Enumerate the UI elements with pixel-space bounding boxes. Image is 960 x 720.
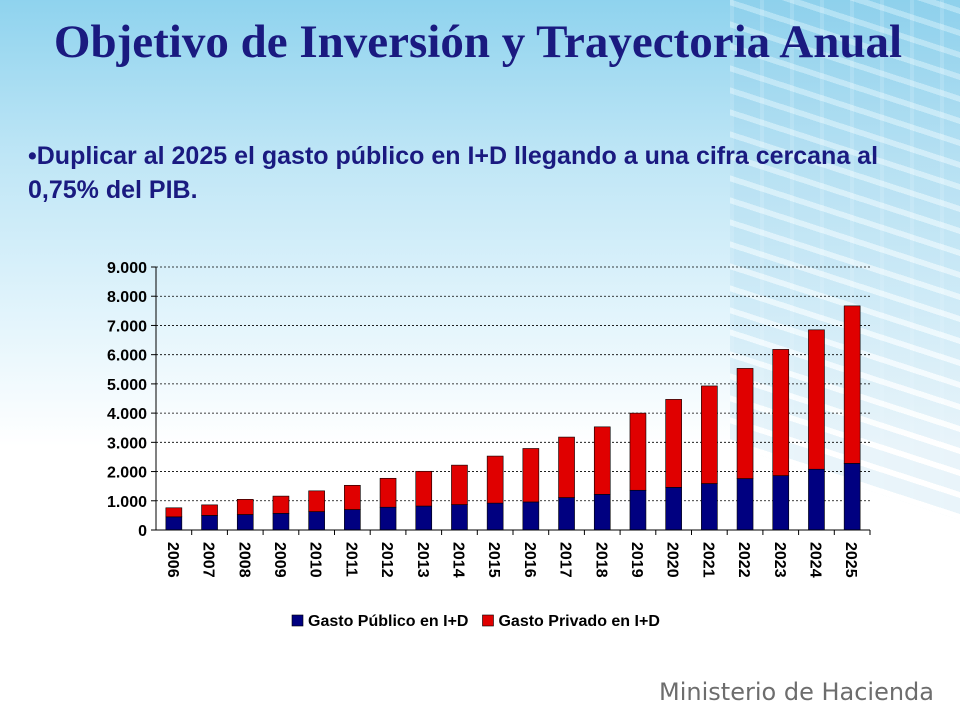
slide-title: Objetivo de Inversión y Trayectoria Anua…: [53, 16, 903, 68]
x-tick-label: 2011: [342, 542, 359, 577]
y-tick-label: 3.000: [107, 435, 147, 452]
legend-swatch: [291, 614, 304, 627]
bar-segment-publico: [344, 509, 361, 531]
y-tick-label: 0: [138, 523, 147, 540]
x-tick-label: 2016: [521, 542, 538, 578]
y-tick-label: 9.000: [107, 260, 147, 277]
bar-segment-privado: [558, 436, 575, 498]
stacked-bar-chart: 0 1.000 2.000 3.000 4.000 5.000 6.000 7.000 8.00…: [107, 260, 871, 630]
x-tick-label: 2018: [592, 542, 609, 578]
bar-segment-privado: [808, 329, 825, 470]
y-tick-labels: 0 1.000 2.000 3.000 4.000 5.000 6.000 7.000 8.00…: [107, 260, 147, 540]
bar-segment-privado: [379, 477, 397, 508]
y-tick-label: 8.000: [107, 289, 147, 306]
legend-label: Gasto Privado en I+D: [498, 613, 659, 630]
bar-segment-privado: [701, 385, 718, 484]
bar-segment-privado: [165, 507, 183, 518]
legend-label: Gasto Público en I+D: [308, 613, 468, 630]
bar-segment-privado: [236, 499, 254, 515]
x-tick-label: 2009: [271, 542, 288, 578]
bar-segment-privado: [843, 305, 861, 464]
bar-segment-publico: [486, 502, 504, 531]
x-tick-label: 2008: [235, 542, 252, 578]
bar-segment-privado: [308, 490, 325, 512]
bar-segment-publico: [236, 514, 254, 531]
y-tick-label: 7.000: [107, 318, 147, 335]
x-tick-label: 2012: [378, 542, 395, 578]
bar-segment-privado: [415, 470, 433, 507]
x-tick-label: 2020: [664, 542, 681, 578]
bar-segment-publico: [593, 494, 611, 531]
bar-segment-privado: [451, 464, 468, 505]
x-tick-label: 2010: [307, 542, 324, 578]
y-tick-label: 4.000: [107, 406, 147, 423]
x-tick-label: 2013: [414, 542, 431, 578]
grid-lines: [151, 266, 870, 531]
bar-segment-publico: [451, 504, 468, 531]
y-tick-label: 5.000: [107, 377, 147, 394]
x-tick-label: 2019: [628, 542, 645, 578]
bar-segment-publico: [201, 515, 218, 531]
x-tick-label: 2024: [806, 542, 823, 578]
bar-segment-privado: [629, 412, 647, 491]
bar-segment-publico: [629, 489, 647, 531]
bar-segment-publico: [808, 468, 825, 531]
bar-segment-privado: [665, 399, 682, 488]
bar-segment-publico: [772, 475, 790, 531]
x-tick-label: 2023: [771, 542, 788, 578]
bar-segment-privado: [486, 455, 504, 504]
bar-segment-publico: [379, 506, 397, 531]
footer-logo: Ministerio de Hacienda: [659, 678, 934, 706]
bar-segment-privado: [736, 368, 754, 479]
x-tick-label: 2015: [485, 542, 502, 578]
bars: [165, 305, 861, 531]
bar-segment-privado: [201, 504, 218, 516]
x-tick-label: 2025: [842, 542, 859, 578]
x-tick-label: 2017: [557, 542, 574, 578]
legend: Gasto Público en I+D Gasto Privado en I+D: [291, 613, 660, 630]
bar-segment-privado: [272, 495, 290, 514]
x-tick-label: 2006: [164, 542, 181, 578]
x-tick-label: 2021: [699, 542, 716, 578]
bar-segment-publico: [165, 516, 183, 531]
bar-segment-publico: [272, 513, 290, 531]
bar-segment-privado: [593, 426, 611, 495]
x-tick-label: 2014: [449, 542, 466, 578]
legend-swatch: [482, 614, 494, 627]
x-tick-labels: 2006 2007 2008 2009 2010 2011 2012 2013 2014 2015…: [164, 530, 871, 578]
bar-segment-privado: [522, 448, 540, 503]
bar-segment-publico: [736, 478, 754, 531]
bar-segment-publico: [415, 505, 433, 531]
x-tick-label: 2007: [200, 542, 217, 578]
y-tick-label: 1.000: [107, 494, 147, 511]
y-tick-label: 2.000: [107, 465, 147, 482]
x-tick-label: 2022: [735, 542, 752, 578]
bar-segment-publico: [308, 511, 325, 531]
bullet-text: •Duplicar al 2025 el gasto público en I+…: [28, 142, 879, 204]
bar-segment-publico: [701, 483, 718, 531]
bar-segment-publico: [843, 463, 861, 531]
bar-segment-publico: [665, 487, 682, 531]
bar-segment-privado: [772, 349, 790, 476]
bar-segment-publico: [558, 497, 575, 531]
bar-segment-publico: [522, 501, 540, 531]
bar-segment-privado: [344, 484, 361, 510]
y-tick-label: 6.000: [107, 348, 147, 365]
